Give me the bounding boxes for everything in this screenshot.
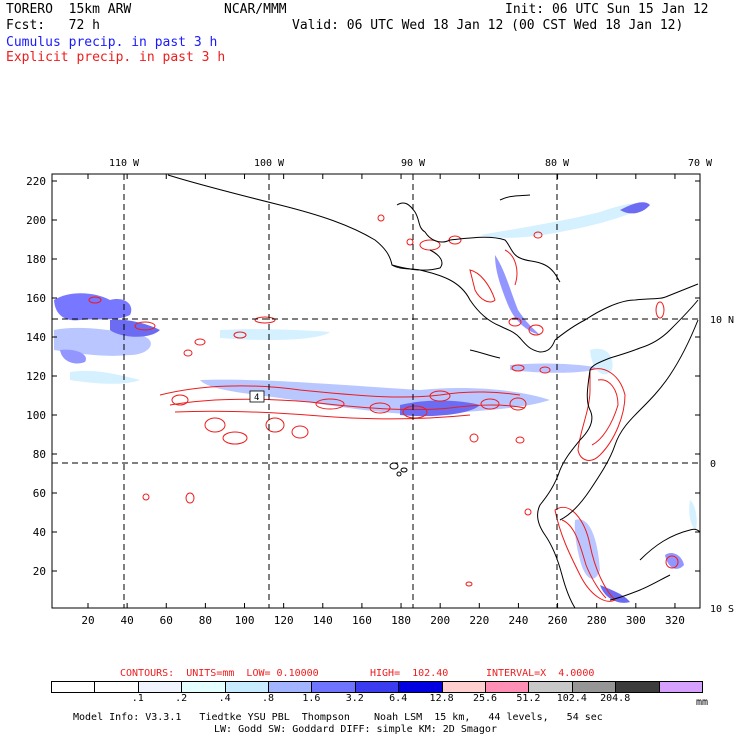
contour-label: 4 [254, 393, 259, 403]
colorbar-swatch [441, 681, 486, 693]
y-tick-label: 160 [26, 292, 46, 305]
x-tick-label: 260 [548, 614, 568, 627]
colorbar-swatch [181, 681, 226, 693]
y-tick-label: 120 [26, 370, 46, 383]
y-tick-label: 140 [26, 331, 46, 344]
lon-label: 80 W [545, 158, 570, 169]
x-tick-label: 140 [313, 614, 333, 627]
lat-label: 0 [710, 459, 716, 470]
x-tick-label: 160 [352, 614, 372, 627]
coastlines [167, 174, 701, 609]
x-tick-label: 80 [199, 614, 212, 627]
x-axis-ticks: 20 40 60 80 100 120 140 160 180 200 220 240 260 280 30… [81, 174, 685, 627]
colorbar-label: 204.8 [600, 693, 631, 704]
lon-label: 90 W [401, 158, 426, 169]
colorbar-swatch [528, 681, 573, 693]
colorbar-label: 25.6 [472, 693, 498, 704]
y-tick-label: 20 [33, 565, 46, 578]
x-tick-label: 60 [160, 614, 173, 627]
y-tick-label: 180 [26, 253, 46, 266]
lon-label: 70 W [688, 158, 713, 169]
contour-label-box [249, 390, 265, 403]
y-axis-ticks: 220 200 180 160 140 120 100 80 60 40 20 [26, 175, 700, 578]
model-info: Model Info: V3.3.1 Tiedtke YSU PBL Thomp… [73, 712, 603, 723]
y-tick-label: 40 [33, 526, 46, 539]
x-tick-label: 320 [665, 614, 685, 627]
y-tick-label: 80 [33, 448, 46, 461]
colorbar-swatch [398, 681, 443, 693]
colorbar-unit: mm [696, 697, 709, 708]
organization: NCAR/MMM [224, 2, 287, 17]
lon-label: 110 W [109, 158, 140, 169]
colorbar-swatch [94, 681, 139, 693]
colorbar-label: 12.8 [429, 693, 454, 704]
contours-interval: INTERVAL=X 4.0000 [486, 668, 595, 679]
colorbar-swatch [268, 681, 313, 693]
colorbar-swatch [354, 681, 400, 693]
colorbar-swatch [311, 681, 356, 693]
forecast-hour: Fcst: 72 h [6, 18, 100, 33]
model-physics: LW: Godd SW: Goddard DIFF: simple KM: 2D… [214, 724, 497, 735]
x-tick-label: 240 [508, 614, 528, 627]
contours-high: HIGH= 102.40 [370, 668, 449, 679]
x-tick-label: 220 [469, 614, 489, 627]
colorbar-swatch [51, 681, 96, 693]
model-title: TORERO 15km ARW [6, 2, 132, 17]
x-tick-label: 300 [626, 614, 646, 627]
latitude-labels: 10 N 0 10 S [710, 315, 734, 615]
lat-label: 10 S [710, 604, 734, 615]
colorbar-label: 102.4 [556, 693, 587, 704]
colorbar-swatch [571, 681, 617, 693]
x-tick-label: 180 [391, 614, 411, 627]
colorbar-label: 6.4 [389, 693, 408, 704]
colorbar-swatch [137, 681, 183, 693]
x-tick-label: 280 [587, 614, 607, 627]
colorbar-label: .8 [261, 693, 275, 704]
init-time: Init: 06 UTC Sun 15 Jan 12 [505, 2, 709, 17]
colorbar-label: 1.6 [302, 693, 321, 704]
explicit-precip-contours [88, 214, 679, 602]
colorbar-label: .1 [131, 693, 144, 704]
colorbar-swatch [485, 681, 530, 693]
colorbar-label: 51.2 [516, 693, 541, 704]
colorbar-swatch [224, 681, 269, 693]
y-tick-label: 200 [26, 214, 46, 227]
explicit-legend: Explicit precip. in past 3 h [6, 50, 226, 65]
x-tick-label: 120 [274, 614, 294, 627]
contours-info: CONTOURS: UNITS=mm LOW= 0.10000 [120, 668, 319, 679]
colorbar-label: .4 [218, 693, 231, 704]
longitude-labels: 110 W 100 W 90 W 80 W 70 W [109, 158, 713, 169]
x-tick-label: 40 [121, 614, 134, 627]
lat-lon-grid [52, 174, 700, 608]
colorbar-swatch [615, 681, 660, 693]
colorbar-label: 3.2 [345, 693, 364, 704]
lon-label: 100 W [254, 158, 285, 169]
valid-time: Valid: 06 UTC Wed 18 Jan 12 (00 CST Wed … [292, 18, 684, 33]
x-tick-label: 100 [235, 614, 255, 627]
colorbar-label: .2 [175, 693, 188, 704]
y-tick-label: 60 [33, 487, 46, 500]
y-tick-label: 220 [26, 175, 46, 188]
cumulus-legend: Cumulus precip. in past 3 h [6, 35, 218, 50]
y-tick-label: 100 [26, 409, 46, 422]
x-tick-label: 20 [81, 614, 94, 627]
lat-label: 10 N [710, 315, 734, 326]
x-tick-label: 200 [430, 614, 450, 627]
precip-map: 4 220 200 180 160 140 120 100 80 60 40 20 20 40 60 80… [26, 158, 734, 627]
colorbar-swatch [658, 681, 703, 693]
